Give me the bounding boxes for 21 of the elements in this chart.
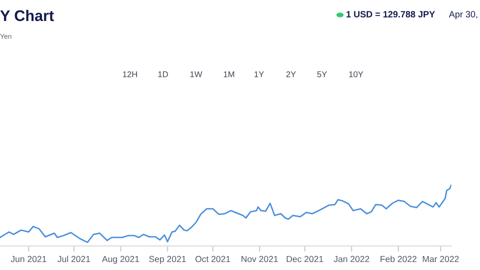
chart-title: Y Chart <box>0 10 54 22</box>
x-tick-label: Mar 2022 <box>422 256 459 262</box>
text: 5Y <box>317 71 327 78</box>
x-tick-label: Jun 2021 <box>10 256 46 262</box>
text: Apr 30, <box>448 11 478 20</box>
x-tick-label: Feb 2022 <box>380 256 416 262</box>
x-tick-label: Dec 2021 <box>286 256 324 262</box>
x-tick-label: Jul 2021 <box>58 256 90 262</box>
x-tick-label: Jan 2022 <box>334 256 370 262</box>
x-tick-label: Aug 2021 <box>102 256 140 264</box>
text: 1D <box>158 71 168 78</box>
text: 12H <box>122 71 137 78</box>
x-tick-label: Oct 2021 <box>195 256 230 262</box>
text: 2Y <box>286 71 296 78</box>
text: 1 USD = 129.788 JPY <box>346 11 435 18</box>
text: 10Y <box>349 71 364 78</box>
x-tick-label: Sep 2021 <box>149 256 186 264</box>
text: 1Y <box>254 71 264 78</box>
text: 1W <box>190 71 202 78</box>
x-tick-label: Nov 2021 <box>242 256 278 262</box>
text: 1M <box>224 71 234 78</box>
